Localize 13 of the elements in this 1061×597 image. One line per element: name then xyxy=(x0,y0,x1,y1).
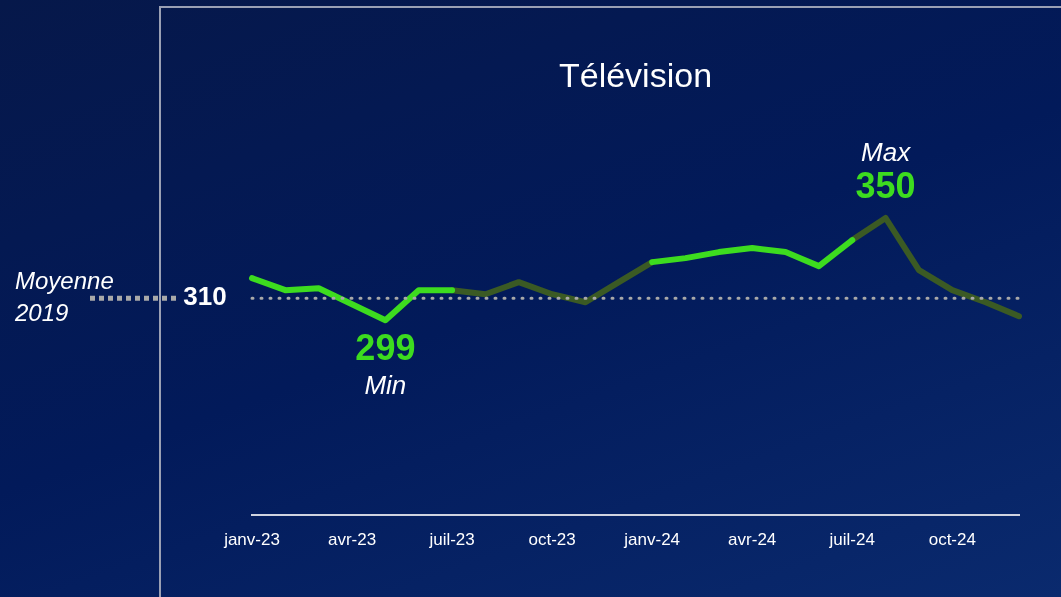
chart-title: Télévision xyxy=(558,56,713,95)
x-tick-label: avr-23 xyxy=(327,530,377,550)
x-tick-label: avr-24 xyxy=(728,530,777,550)
x-tick-label: juil-23 xyxy=(428,530,475,550)
data-label: 299 xyxy=(355,327,416,369)
x-tick-label: janv-24 xyxy=(623,530,681,550)
ref-line-label: 310 xyxy=(183,281,227,312)
text: Moyenne 2019 xyxy=(14,266,114,326)
x-tick-label: juil-24 xyxy=(828,530,875,550)
x-tick-label: janv-23 xyxy=(223,530,280,550)
annotation: Min xyxy=(364,369,407,400)
x-tick-label: oct-23 xyxy=(528,530,576,550)
x-tick-label: oct-24 xyxy=(928,530,976,550)
